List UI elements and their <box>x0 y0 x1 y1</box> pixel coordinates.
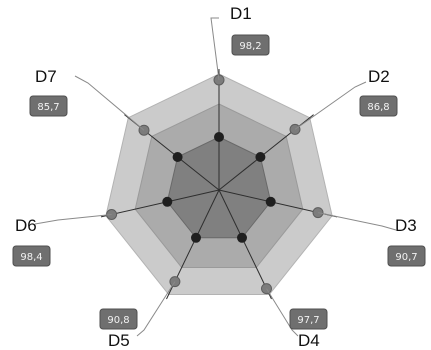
value-label-d1: 98,2 <box>239 41 261 52</box>
value-label-box-d2 <box>359 95 398 117</box>
value-label-box-d3 <box>387 245 426 267</box>
leader-line-d7 <box>74 75 145 131</box>
dimension-label-d2: D2 <box>368 67 390 86</box>
value-label-box-d7 <box>29 95 68 117</box>
radar-axis-d6 <box>100 189 220 218</box>
value-label-d2: 86,8 <box>367 102 389 113</box>
leader-line-d5 <box>136 281 176 337</box>
dimension-label-d6: D6 <box>15 216 37 235</box>
dimension-label-d7: D7 <box>35 67 57 86</box>
value-label-d7: 85,7 <box>37 102 59 113</box>
inner-point-d2 <box>255 152 266 162</box>
value-label-box-d1 <box>231 34 270 56</box>
dimension-label-d1: D1 <box>230 4 252 23</box>
value-label-d6: 98,4 <box>20 252 42 263</box>
inner-point-d3 <box>265 196 276 207</box>
leader-line-d1 <box>210 17 220 81</box>
value-label-d4: 97,7 <box>297 315 319 326</box>
inner-point-d4 <box>237 232 247 243</box>
value-label-d5: 90,8 <box>107 315 129 326</box>
inner-point-d5 <box>191 232 201 243</box>
value-label-box-d5 <box>99 308 138 330</box>
dimension-label-d4: D4 <box>298 331 320 350</box>
dimension-label-d5: D5 <box>108 331 130 350</box>
dimension-label-d3: D3 <box>395 216 417 235</box>
leader-line-d4 <box>266 288 299 337</box>
leader-line-d2 <box>294 81 367 130</box>
inner-point-d7 <box>172 152 183 162</box>
inner-point-d6 <box>162 196 173 207</box>
value-label-box-d6 <box>12 245 51 267</box>
leader-line-d3 <box>317 212 397 231</box>
radar-axis-d4 <box>218 189 272 300</box>
leader-line-d6 <box>34 214 112 225</box>
value-label-d3: 90,7 <box>395 252 417 263</box>
value-label-box-d4 <box>289 308 328 330</box>
inner-point-d1 <box>214 132 224 142</box>
